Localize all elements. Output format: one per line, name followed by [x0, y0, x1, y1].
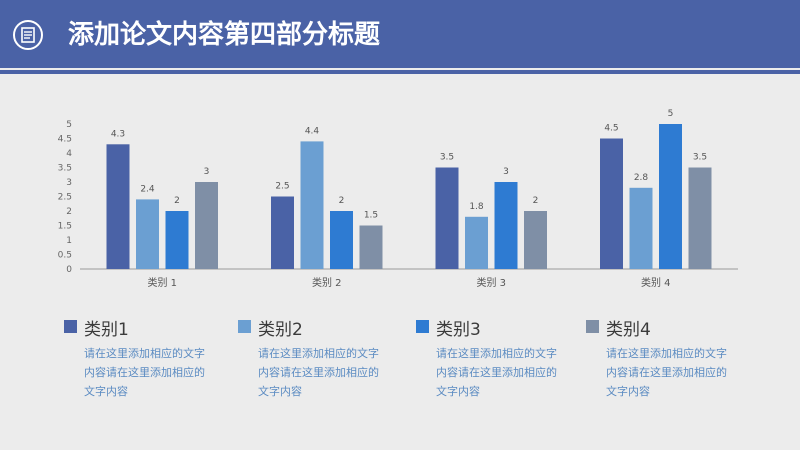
y-tick-label: 5 [66, 120, 72, 130]
legend-label: 类别3 [436, 320, 481, 340]
page-title: 添加论文内容第四部分标题 [68, 20, 381, 50]
x-tick-label: 类别 3 [476, 276, 506, 289]
bar [300, 141, 324, 269]
bar [271, 196, 294, 269]
document-icon [13, 20, 43, 50]
bar [600, 138, 623, 269]
legend-description: 请在这里添加相应的文字内容请在这里添加相应的文字内容 [436, 347, 557, 398]
bar [629, 187, 653, 269]
bar [330, 211, 353, 269]
bar [136, 199, 159, 269]
header-underline [0, 70, 800, 74]
legend-description: 请在这里添加相应的文字内容请在这里添加相应的文字内容 [84, 347, 205, 398]
data-label: 1.8 [469, 202, 484, 212]
bar [465, 216, 488, 269]
data-label: 5 [668, 109, 674, 119]
legend-label: 类别2 [258, 320, 303, 340]
bar-chart: 0 0.5 1 1.5 2 2.5 3 3.5 4 4.5 5 4.3 2.4 2 3 类别 1 2.5 4.4 2… [58, 109, 738, 289]
data-label: 3.5 [440, 153, 454, 163]
bar [494, 182, 518, 269]
data-label: 2 [174, 196, 180, 206]
bar [435, 167, 459, 269]
bar [106, 144, 130, 269]
y-tick-label: 1 [66, 236, 72, 246]
data-label: 4.3 [111, 129, 125, 139]
legend-swatch [238, 320, 251, 333]
bar [359, 225, 383, 269]
legend-label: 类别4 [606, 320, 651, 340]
data-label: 2.5 [275, 182, 289, 192]
y-tick-label: 3.5 [58, 164, 72, 174]
y-tick-label: 0.5 [58, 251, 72, 261]
data-label: 2 [339, 196, 345, 206]
data-label: 3 [503, 167, 509, 177]
data-label: 2.8 [634, 173, 649, 183]
x-tick-label: 类别 1 [147, 276, 177, 289]
data-label: 3 [204, 167, 210, 177]
data-label: 2 [533, 196, 539, 206]
legend-label: 类别1 [84, 320, 129, 340]
header-bar [0, 0, 800, 68]
legend-swatch [64, 320, 77, 333]
y-tick-label: 3 [66, 178, 72, 188]
x-tick-label: 类别 2 [312, 276, 342, 289]
bar [524, 211, 547, 269]
y-tick-label: 4 [66, 149, 72, 159]
data-label: 4.4 [305, 126, 320, 136]
y-tick-label: 2.5 [58, 193, 72, 203]
y-tick-label: 1.5 [58, 222, 72, 232]
data-label: 2.4 [140, 184, 155, 194]
data-label: 1.5 [364, 211, 378, 221]
bar [165, 211, 189, 269]
legend-swatch [586, 320, 599, 333]
x-tick-label: 类别 4 [641, 276, 671, 289]
bar [659, 124, 682, 269]
y-tick-label: 2 [66, 207, 72, 217]
y-tick-label: 0 [66, 265, 72, 275]
data-label: 4.5 [604, 124, 618, 134]
legend-description: 请在这里添加相应的文字内容请在这里添加相应的文字内容 [258, 347, 379, 398]
bar [688, 167, 712, 269]
y-tick-label: 4.5 [58, 135, 72, 145]
data-label: 3.5 [693, 153, 707, 163]
bar [195, 182, 218, 269]
legend-description: 请在这里添加相应的文字内容请在这里添加相应的文字内容 [606, 347, 727, 398]
legend-swatch [416, 320, 429, 333]
